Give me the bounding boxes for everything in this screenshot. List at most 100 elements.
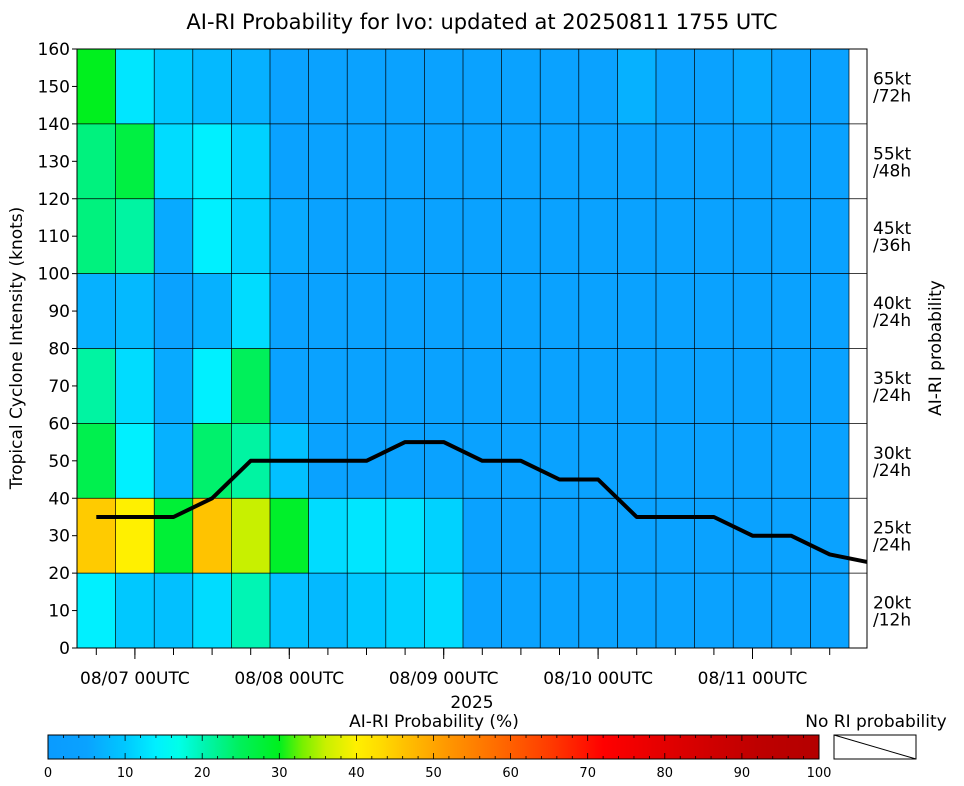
heatmap-cell (694, 198, 734, 274)
heatmap-cell (77, 573, 116, 648)
heatmap-cell (270, 348, 309, 424)
heatmap-cell (231, 348, 270, 424)
heatmap-cell (154, 273, 193, 349)
colorbar-tick-label: 80 (657, 766, 674, 781)
heatmap-cell (578, 273, 618, 349)
heatmap-cell (617, 423, 656, 499)
heatmap-cell (270, 198, 309, 274)
x-axis-year: 2025 (450, 693, 493, 713)
heatmap-cell (77, 198, 116, 274)
heatmap-cell (231, 49, 270, 124)
heatmap-cell (810, 49, 849, 124)
heatmap-cell (424, 498, 463, 574)
heatmap-cell (231, 123, 270, 199)
heatmap-cell (77, 123, 116, 199)
heatmap-cell (347, 273, 386, 349)
heatmap-cell (733, 423, 772, 499)
heatmap-cell (270, 498, 309, 574)
colorbar-tick-label: 60 (502, 766, 519, 781)
heatmap-cell (694, 573, 734, 648)
heatmap-cell (578, 423, 618, 499)
heatmap-cell (115, 573, 155, 648)
threshold-label-window: /24h (873, 461, 911, 481)
heatmap-cell (656, 273, 695, 349)
heatmap-cell (463, 498, 502, 574)
heatmap-cell (771, 273, 811, 349)
heatmap-cell (308, 573, 348, 648)
heatmap-cell (231, 273, 270, 349)
heatmap-cell (733, 49, 772, 124)
heatmap-cell (77, 273, 116, 349)
threshold-label-window: /24h (873, 536, 911, 556)
y-tick-label: 50 (48, 452, 70, 472)
colorbar-tick-label: 40 (348, 766, 365, 781)
heatmap-cell (77, 49, 116, 124)
heatmap-cell (771, 198, 811, 274)
heatmap-cell (385, 348, 425, 424)
heatmap-cell (424, 573, 463, 648)
y-tick-label: 0 (59, 639, 70, 659)
y-axis: 0 10 20 30 40 50 60 70 80 90 100 110 120 130 140 150 160 (38, 40, 77, 659)
heatmap-cell (733, 123, 772, 199)
heatmap-cell (192, 123, 232, 199)
threshold-label-speed: 55kt (873, 144, 911, 164)
heatmap-cell (385, 49, 425, 124)
heatmap-cell (656, 348, 695, 424)
threshold-label-speed: 25kt (873, 519, 911, 539)
heatmap-cell (385, 273, 425, 349)
y-tick-label: 60 (48, 414, 70, 434)
threshold-label-speed: 45kt (873, 219, 911, 239)
heatmap-cell (501, 198, 541, 274)
heatmap-cell (347, 49, 386, 124)
threshold-label-speed: 20kt (873, 594, 911, 614)
colorbar-tick-label: 50 (425, 766, 442, 781)
heatmap-cell (617, 498, 656, 574)
heatmap-cell (154, 49, 193, 124)
heatmap-cell (154, 423, 193, 499)
heatmap-cells (77, 49, 849, 648)
heatmap-cell (617, 49, 656, 124)
heatmap-cell (154, 198, 193, 274)
heatmap-cell (385, 198, 425, 274)
colorbar-tick-label: 0 (44, 766, 52, 781)
heatmap-cell (694, 498, 734, 574)
heatmap-cell (810, 123, 849, 199)
heatmap-cell (578, 198, 618, 274)
heatmap-cell (771, 573, 811, 648)
heatmap-cell (578, 498, 618, 574)
y-tick-label: 40 (48, 489, 70, 509)
heatmap-cell (733, 573, 772, 648)
threshold-labels: 20kt/12h25kt/24h30kt/24h35kt/24h40kt/24h… (873, 69, 911, 630)
heatmap-cell (77, 498, 116, 574)
heatmap-cell (540, 348, 579, 424)
y-tick-label: 70 (48, 377, 70, 397)
heatmap-cell (192, 49, 232, 124)
heatmap-cell (154, 348, 193, 424)
heatmap-cell (308, 348, 348, 424)
heatmap-cell (308, 123, 348, 199)
heatmap-cell (424, 123, 463, 199)
y-tick-label: 100 (38, 265, 70, 285)
heatmap-cell (424, 348, 463, 424)
heatmap-cell (540, 423, 579, 499)
heatmap-cell (617, 123, 656, 199)
x-tick-label: 08/07 00UTC (80, 669, 190, 689)
heatmap-cell (308, 49, 348, 124)
heatmap-cell (192, 348, 232, 424)
heatmap-cell (154, 573, 193, 648)
threshold-label-window: /48h (873, 161, 911, 181)
y-tick-label: 90 (48, 302, 70, 322)
heatmap-cell (231, 573, 270, 648)
heatmap-cell (771, 123, 811, 199)
colorbar-tick-label: 70 (579, 766, 596, 781)
colorbar-tick-label: 20 (194, 766, 211, 781)
heatmap-cell (617, 198, 656, 274)
heatmap-cell (385, 498, 425, 574)
heatmap-cell (501, 498, 541, 574)
heatmap-cell (771, 348, 811, 424)
y-tick-label: 110 (38, 227, 70, 247)
heatmap-cell (463, 49, 502, 124)
heatmap-cell (656, 49, 695, 124)
heatmap-cell (540, 498, 579, 574)
